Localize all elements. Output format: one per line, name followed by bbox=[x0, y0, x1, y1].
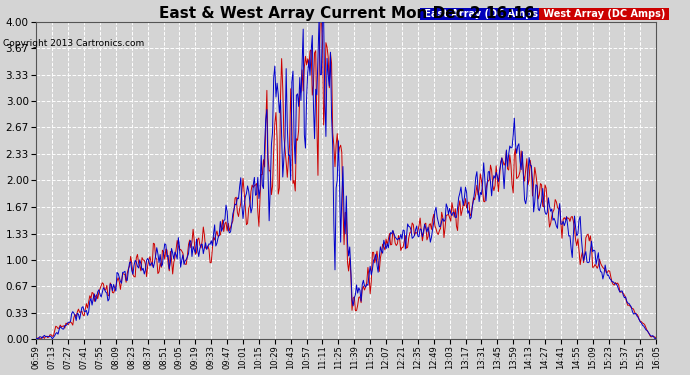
Title: East & West Array Current Mon Dec 2 16:16: East & West Array Current Mon Dec 2 16:1… bbox=[159, 6, 534, 21]
Text: East Array (DC Amps): East Array (DC Amps) bbox=[421, 9, 546, 18]
Text: Copyright 2013 Cartronics.com: Copyright 2013 Cartronics.com bbox=[3, 39, 145, 48]
Text: West Array (DC Amps): West Array (DC Amps) bbox=[540, 9, 669, 18]
